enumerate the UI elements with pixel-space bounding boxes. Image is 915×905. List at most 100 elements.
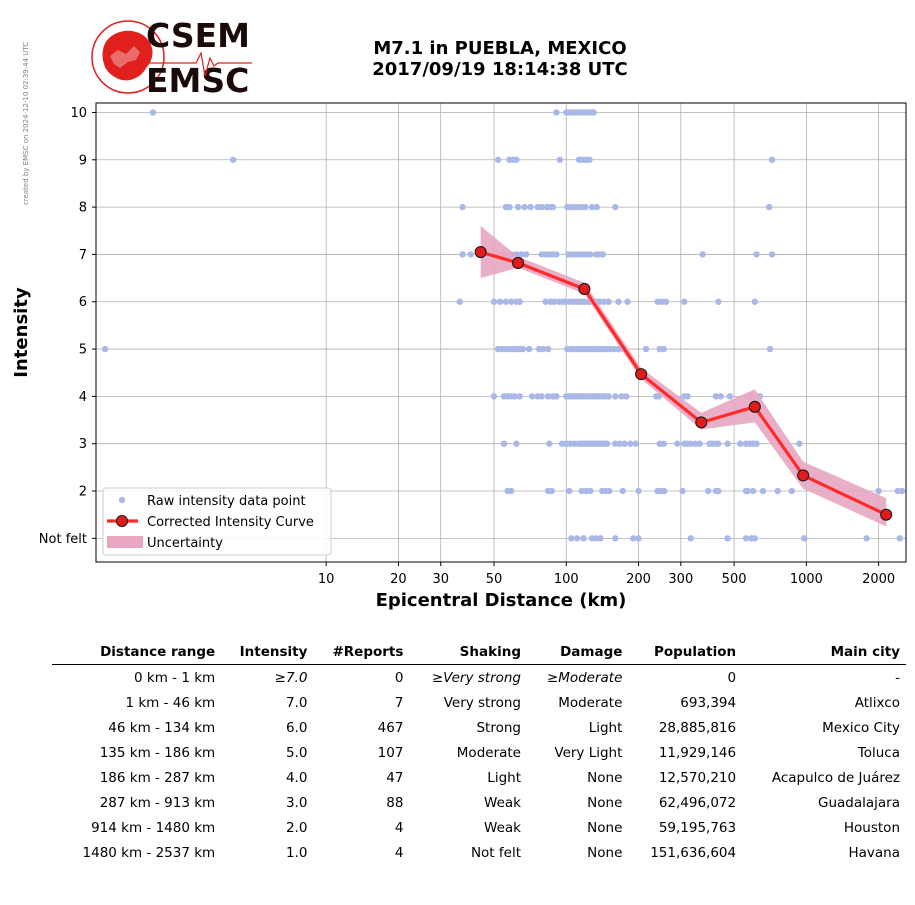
- chart-title: M7.1 in PUEBLA, MEXICO 2017/09/19 18:14:…: [300, 38, 700, 80]
- raw-data-point: [496, 298, 504, 305]
- raw-data-point: [518, 251, 525, 258]
- raw-data-point: [635, 535, 642, 542]
- raw-data-point: [642, 345, 650, 353]
- cell-distance-range: 135 km - 186 km: [99, 744, 216, 761]
- raw-data-point: [548, 487, 555, 495]
- raw-data-point: [724, 440, 731, 447]
- cell-reports: 47: [386, 769, 404, 786]
- raw-data-point: [513, 440, 520, 447]
- curve-marker: [797, 469, 810, 482]
- raw-data-point: [898, 487, 906, 495]
- raw-data-point: [629, 535, 637, 542]
- raw-data-point: [616, 440, 623, 447]
- raw-data-point: [229, 156, 237, 163]
- raw-data-point: [587, 487, 594, 495]
- raw-data-point: [516, 393, 523, 400]
- raw-data-point: [590, 109, 597, 116]
- header-population: Population: [628, 640, 743, 665]
- cell-distance-range: 0 km - 1 km: [134, 669, 216, 686]
- cell-reports: 4: [394, 844, 404, 861]
- raw-data-point: [556, 156, 564, 163]
- cell-damage: None: [587, 844, 623, 861]
- raw-data-point: [522, 251, 530, 258]
- cell-intensity: ≥7.0: [274, 669, 308, 686]
- raw-data-point: [573, 535, 581, 542]
- cell-distance-range: 1 km - 46 km: [125, 694, 216, 711]
- raw-data-point: [768, 156, 776, 163]
- raw-data-point: [768, 251, 776, 258]
- cell-distance-range: 287 km - 913 km: [99, 794, 216, 811]
- raw-data-point: [459, 203, 466, 211]
- cell-intensity: 4.0: [285, 769, 308, 786]
- cell-main-city: Acapulco de Juárez: [771, 769, 900, 786]
- raw-data-point: [753, 251, 760, 258]
- table-body: 0 km - 1 km ≥7.0 0 ≥Very strong ≥Moderate 0 - 1…: [52, 665, 906, 866]
- raw-data-point: [623, 393, 630, 400]
- y-tick-label: 7: [79, 248, 87, 263]
- raw-data-point: [553, 109, 560, 116]
- x-tick-label: 50: [486, 572, 503, 587]
- raw-data-point: [681, 298, 688, 305]
- legend-entry: Corrected Intensity Curve: [147, 515, 314, 530]
- plot-area: [96, 103, 906, 562]
- cell-shaking: Light: [487, 769, 521, 786]
- raw-data-point: [612, 535, 619, 542]
- raw-data-point: [525, 345, 533, 353]
- chart-legend: Raw intensity data point Corrected Intens…: [102, 487, 332, 556]
- cell-population: 151,636,604: [650, 844, 737, 861]
- table-row: 287 km - 913 km 3.0 88 Weak None 62,496,072 Gu…: [52, 790, 906, 815]
- raw-data-point: [704, 487, 712, 495]
- raw-data-point: [896, 535, 904, 542]
- raw-data-point: [612, 393, 619, 400]
- raw-data-point: [511, 393, 518, 400]
- cell-damage: Light: [588, 719, 623, 736]
- raw-data-point: [516, 298, 523, 305]
- raw-data-point: [578, 487, 585, 495]
- cell-reports: 7: [394, 694, 404, 711]
- cell-damage: Moderate: [558, 694, 623, 711]
- raw-data-point: [582, 203, 589, 211]
- x-tick-label: 200: [626, 572, 651, 587]
- legend-swatch-marker: [115, 514, 129, 528]
- raw-data-point: [774, 487, 781, 495]
- raw-data-point: [527, 203, 534, 211]
- raw-data-point: [619, 487, 627, 495]
- raw-data-point: [500, 440, 508, 447]
- cell-distance-range: 186 km - 287 km: [99, 769, 216, 786]
- raw-data-point: [502, 298, 510, 305]
- raw-data-point: [588, 203, 596, 211]
- raw-data-point: [605, 393, 612, 400]
- raw-data-point: [490, 298, 498, 305]
- raw-data-point: [610, 345, 618, 353]
- raw-data-point: [766, 345, 774, 353]
- raw-data-point: [661, 487, 668, 495]
- y-tick-label: 3: [79, 437, 87, 452]
- x-tick-label: 100: [554, 572, 579, 587]
- curve-marker: [635, 368, 648, 381]
- raw-data-point: [875, 487, 882, 495]
- y-tick-label: 6: [79, 295, 87, 310]
- cell-main-city: Toluca: [857, 744, 900, 761]
- raw-data-point: [553, 393, 560, 400]
- raw-data-point: [660, 345, 668, 353]
- y-tick-label: 5: [79, 343, 87, 358]
- raw-data-point: [539, 345, 547, 353]
- raw-data-point: [494, 156, 502, 163]
- table-row: 0 km - 1 km ≥7.0 0 ≥Very strong ≥Moderate 0 -: [52, 665, 906, 691]
- curve-marker: [578, 282, 591, 296]
- cell-population: 59,195,763: [658, 819, 737, 836]
- raw-data-point: [553, 251, 560, 258]
- curve-marker: [880, 508, 893, 521]
- table-row: 914 km - 1480 km 2.0 4 Weak None 59,195,763 Ho…: [52, 815, 906, 840]
- table-row: 186 km - 287 km 4.0 47 Light None 12,570,210 A…: [52, 765, 906, 790]
- curve-marker: [474, 246, 487, 259]
- cell-population: 0: [727, 669, 737, 686]
- cell-distance-range: 914 km - 1480 km: [91, 819, 216, 836]
- curve-marker: [748, 400, 761, 413]
- raw-data-point: [742, 535, 750, 542]
- raw-data-point: [550, 298, 558, 305]
- logo-text-bottom: EMSC: [146, 61, 249, 100]
- raw-data-point: [605, 298, 612, 305]
- cell-damage: Very Light: [554, 744, 623, 761]
- raw-data-point: [615, 298, 622, 305]
